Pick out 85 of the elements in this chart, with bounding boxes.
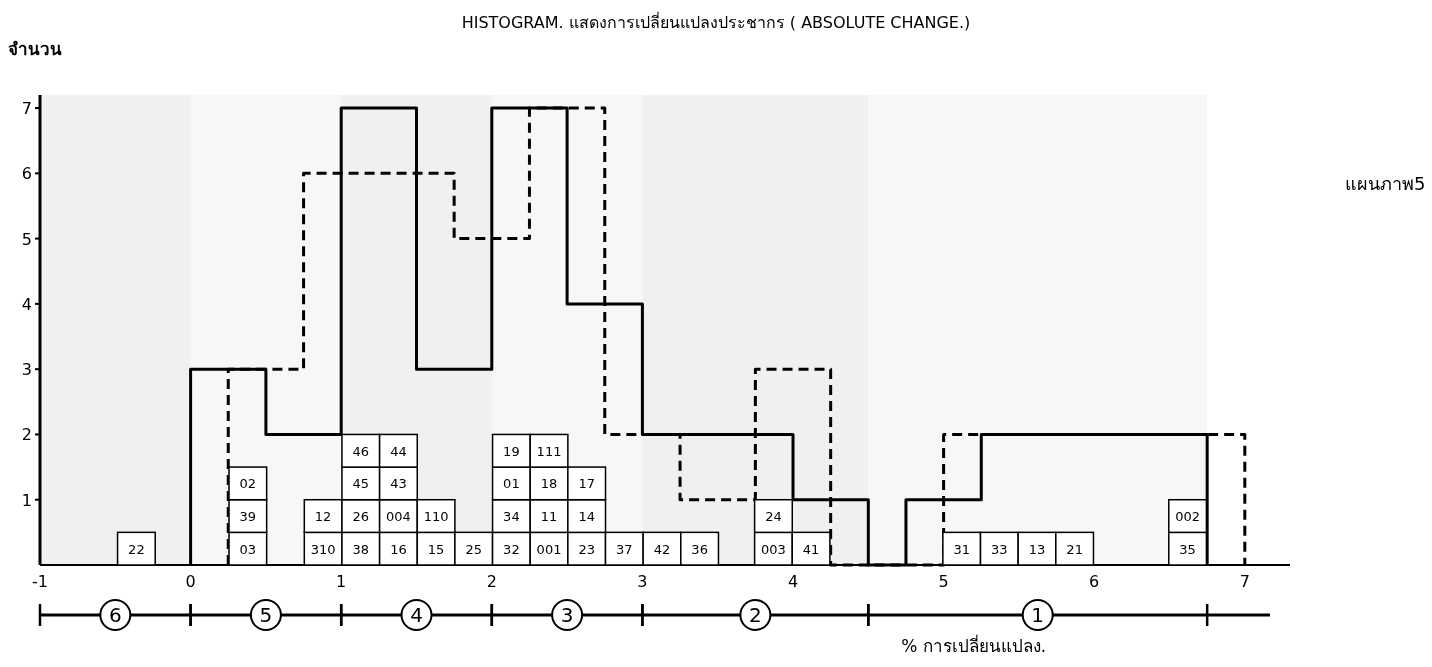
- point: [1168, 531, 1208, 566]
- annotation: 001: [536, 541, 562, 557]
- point: [341, 433, 381, 468]
- annotation: 11: [540, 509, 558, 525]
- annotation: 31: [953, 541, 970, 557]
- point: [942, 531, 982, 566]
- point: [567, 466, 607, 501]
- point: [116, 531, 156, 566]
- annotation: 004: [386, 509, 411, 525]
- annotation: 41: [802, 541, 820, 557]
- y-tick-label: 2: [21, 425, 32, 445]
- annotation: 310: [310, 541, 336, 557]
- annotation: 38: [352, 541, 370, 557]
- annotation: 003: [761, 541, 786, 557]
- annotation: 111: [536, 443, 562, 459]
- annotation: 21: [1066, 541, 1083, 557]
- annotation: 22: [128, 541, 145, 557]
- band-label: 6: [108, 603, 122, 627]
- annotation: 01: [503, 476, 520, 492]
- x-tick-label: -1: [32, 572, 48, 591]
- annotation: 34: [503, 509, 520, 525]
- point: [378, 433, 419, 468]
- y-tick-label: 5: [21, 229, 32, 249]
- annotation: 32: [503, 541, 520, 557]
- x-axis-title: % การเปลี่ยนแปลง.: [901, 634, 1047, 656]
- x-tick-label: 5: [938, 572, 949, 591]
- annotation: 14: [578, 509, 595, 525]
- point: [753, 498, 794, 534]
- point: [791, 531, 831, 566]
- annotation: 33: [991, 541, 1008, 557]
- annotation: 02: [239, 476, 257, 492]
- point: [303, 498, 343, 534]
- x-tick-label: 1: [336, 572, 347, 591]
- x-tick-label: 2: [486, 572, 497, 591]
- point: [454, 531, 494, 566]
- annotation: 39: [239, 509, 257, 525]
- point: [228, 498, 268, 534]
- annotation: 36: [691, 541, 708, 557]
- annotation: 12: [314, 509, 332, 525]
- band-label: 4: [410, 603, 423, 627]
- point: [567, 498, 607, 534]
- point: [642, 531, 682, 566]
- annotation: 110: [423, 509, 449, 525]
- x-tick-label: 3: [637, 572, 648, 591]
- point: [228, 466, 268, 501]
- point: [1055, 531, 1095, 566]
- annotation: 19: [503, 443, 520, 459]
- annotation: 45: [352, 476, 370, 492]
- annotation: 42: [653, 541, 671, 557]
- annotation: 18: [540, 476, 558, 492]
- band-label: 5: [259, 603, 273, 627]
- annotation: 13: [1028, 541, 1046, 557]
- x-tick-label: 7: [1239, 572, 1250, 591]
- x-tick-label: 6: [1089, 572, 1100, 591]
- annotation: 44: [390, 443, 407, 459]
- annotation: 15: [427, 541, 445, 557]
- y-tick-label: 1: [21, 490, 32, 510]
- band-label: 1: [1031, 603, 1045, 627]
- annotation: 16: [390, 541, 407, 557]
- y-tick-label: 3: [21, 360, 32, 380]
- point: [228, 531, 268, 566]
- band-label: 3: [560, 603, 574, 627]
- annotation: 25: [465, 541, 483, 557]
- annotation: 26: [352, 509, 370, 525]
- x-tick-label: 0: [185, 572, 196, 591]
- annotation: 002: [1175, 509, 1200, 525]
- chart-title: HISTOGRAM. แสดงการเปลี่ยนแปลงประชากร ( ABSOLUTE CHANGE.): [461, 11, 971, 32]
- point: [1017, 531, 1057, 566]
- point: [680, 531, 720, 566]
- y-tick-label: 4: [21, 294, 32, 314]
- annotation: 46: [352, 443, 370, 459]
- annotation: 23: [578, 541, 595, 557]
- band-label: 2: [748, 603, 762, 627]
- point: [529, 498, 569, 534]
- annotation: 24: [765, 509, 782, 525]
- y-tick-label: 7: [21, 99, 32, 119]
- annotation: 35: [1179, 541, 1196, 557]
- annotation: 43: [390, 476, 407, 492]
- y-tick-label: 6: [21, 164, 32, 184]
- annotation: 37: [616, 541, 633, 557]
- annotation: 17: [578, 476, 595, 492]
- x-tick-label: 4: [787, 572, 799, 591]
- annotation: 03: [239, 541, 257, 557]
- text: แผนภาพ5: [1345, 173, 1426, 194]
- y-axis-title: จำนวน: [8, 39, 62, 59]
